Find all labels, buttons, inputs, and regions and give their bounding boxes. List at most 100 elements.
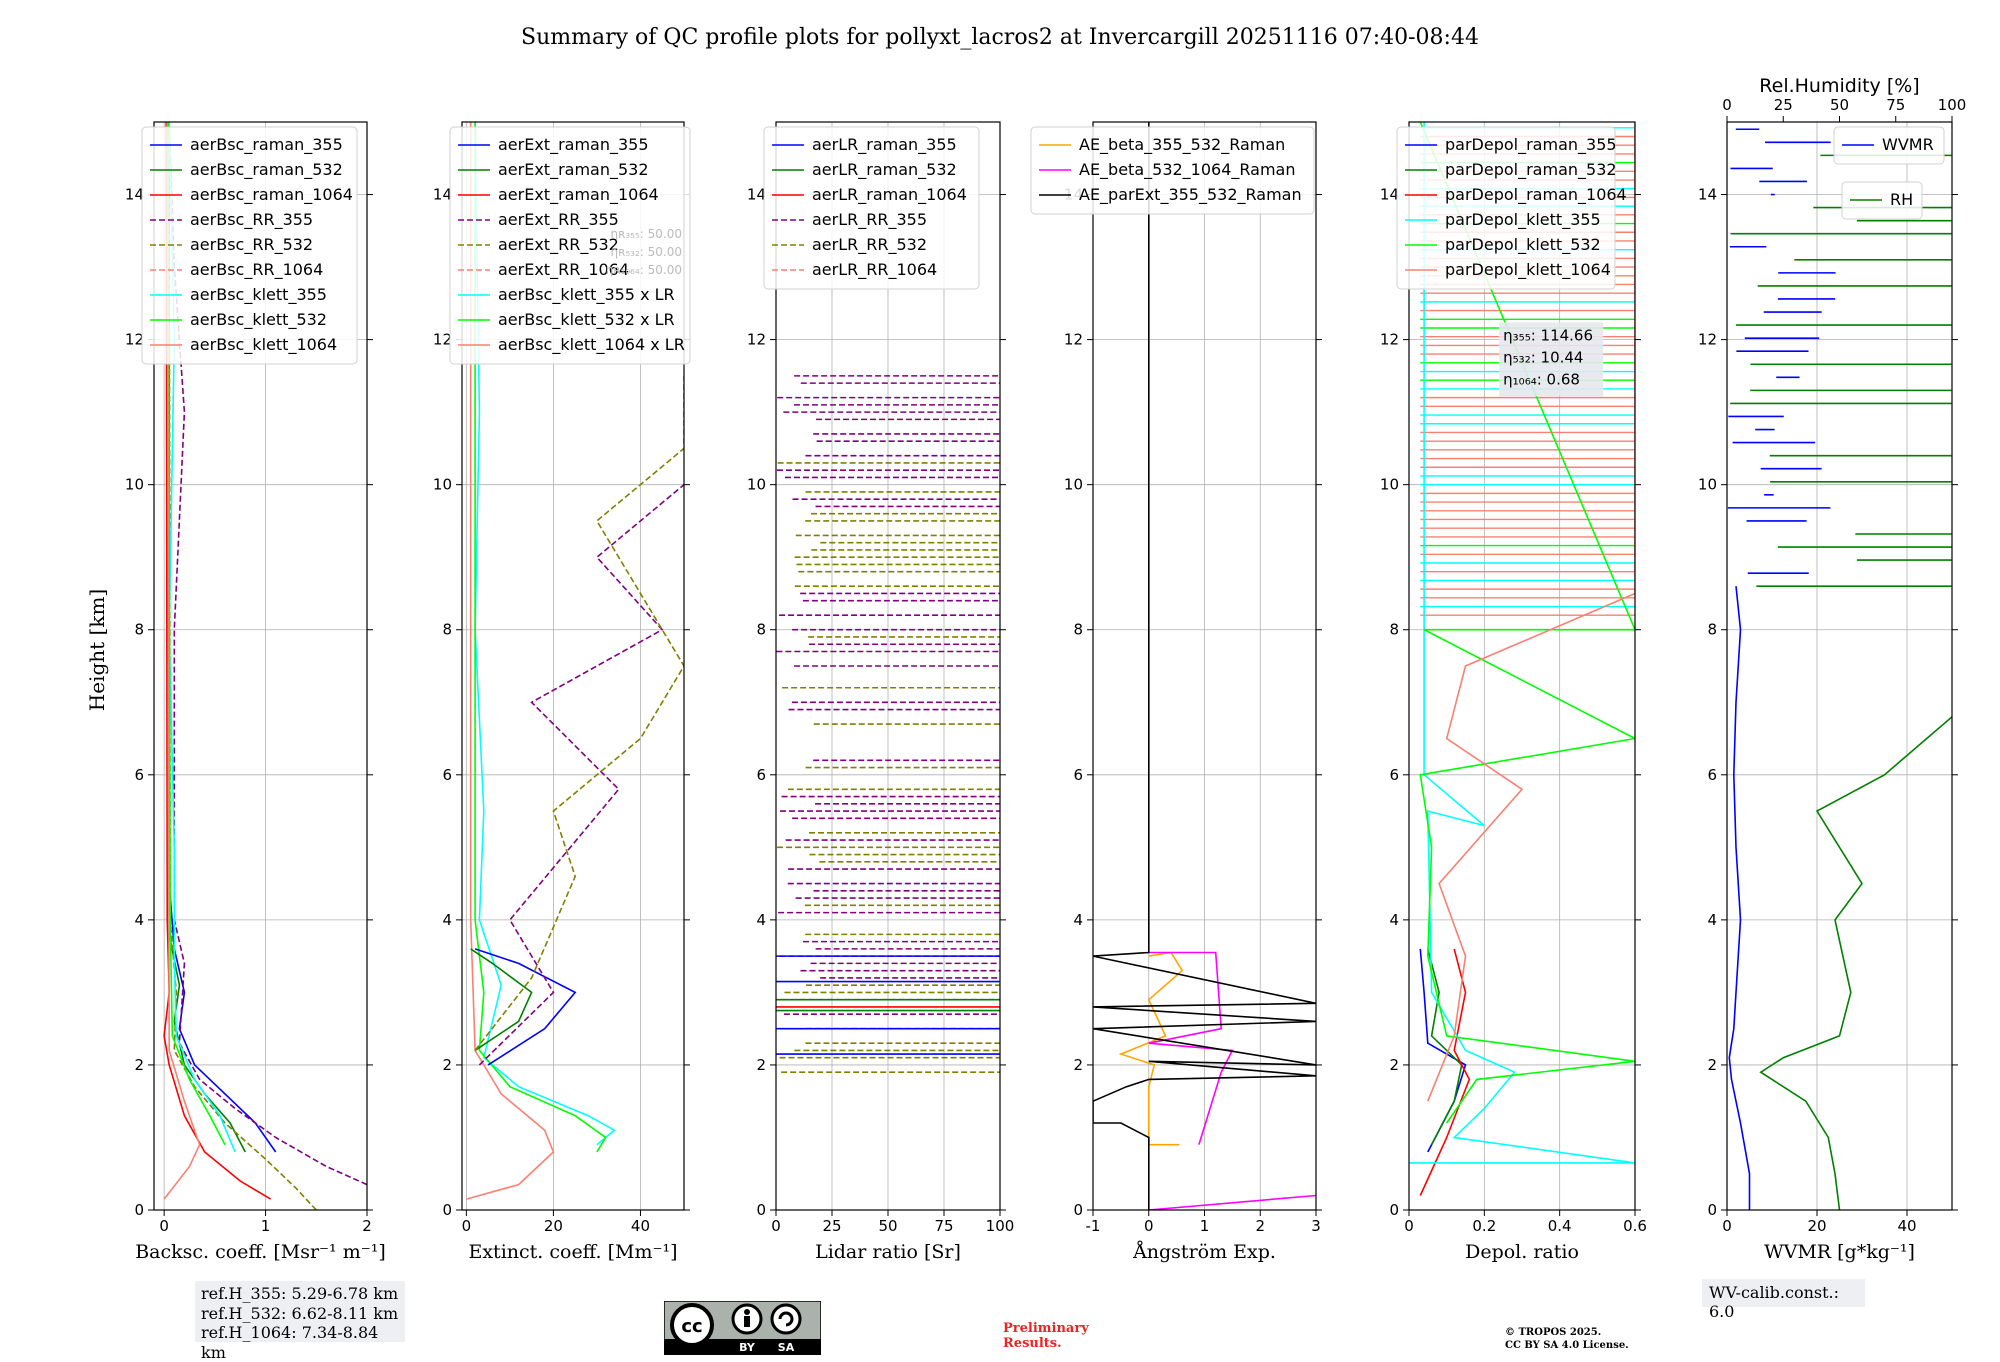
y-tick-label: 8	[134, 621, 144, 639]
legend-label: aerBsc_klett_1064	[190, 335, 337, 355]
legend-box	[449, 126, 691, 365]
legend-lr: aerLR_raman_355 aerLR_raman_532 aerLR_rama…	[763, 126, 980, 290]
series-aerBsc_RR_355	[168, 122, 367, 1186]
x-tick-label: 40	[631, 1217, 650, 1235]
y-tick-label: 2	[756, 1056, 766, 1074]
y-tick-label: 12	[1380, 331, 1399, 349]
legend-label: parDepol_raman_355	[1445, 135, 1617, 155]
top-tick-label: 75	[1886, 96, 1905, 114]
preliminary-line-2: Results.	[1003, 1336, 1062, 1351]
x-tick-label: 0	[159, 1217, 169, 1235]
panel-lr: 0 25 50 75 100 0 2 4 6 8 10 12 14 Lidar ratio [Sr] aer…	[747, 121, 1015, 1263]
y-tick-label: 6	[1073, 766, 1083, 784]
legend-label: aerExt_RR_355	[498, 210, 619, 230]
x-tick-label: 50	[878, 1217, 897, 1235]
legend-label: aerExt_RR_1064	[498, 260, 629, 280]
share-alike-icon	[770, 1303, 802, 1335]
x-tick-label: 75	[934, 1217, 953, 1235]
series-aerBsc_klett_355	[168, 122, 236, 1153]
reference-heights-box: ref.H_355: 5.29-6.78 km ref.H_532: 6.62-…	[195, 1281, 405, 1362]
legend-label: WVMR	[1882, 135, 1934, 154]
legend-label: aerExt_raman_355	[498, 135, 649, 155]
legend-label: aerLR_raman_1064	[812, 185, 967, 205]
series-aerBsc_RR_532	[168, 122, 317, 1210]
y-tick-label: 14	[125, 186, 144, 204]
series-aerExt_raman_355	[474, 948, 577, 1066]
y-tick-label: 0	[442, 1201, 452, 1219]
y-tick-label: 0	[1707, 1201, 1717, 1219]
legend-label: aerBsc_klett_355 x LR	[498, 285, 675, 305]
wv-calibration-text: WV-calib.const.: 6.0	[1709, 1283, 1840, 1321]
y-tick-label: 8	[1389, 621, 1399, 639]
wv-calibration-box: WV-calib.const.: 6.0	[1702, 1279, 1865, 1321]
legend-label: aerLR_RR_1064	[812, 260, 937, 280]
y-tick-label: 10	[125, 476, 144, 494]
legend-label: AE_parExt_355_532_Raman	[1079, 185, 1302, 205]
y-tick-label: 10	[433, 476, 452, 494]
lidar-ratio-note: ηʀ₁₀₆₄: 50.00	[606, 263, 682, 277]
legend-box	[763, 126, 980, 290]
y-tick-label: 10	[1064, 476, 1083, 494]
sa-label: SA	[778, 1341, 795, 1354]
y-tick-label: 14	[747, 186, 766, 204]
y-tick-label: 10	[1380, 476, 1399, 494]
legend-label: aerExt_RR_532	[498, 235, 619, 255]
top-tick-label: 25	[1774, 96, 1793, 114]
legend-label: parDepol_raman_1064	[1445, 185, 1627, 205]
plot-area-lr	[776, 375, 1000, 1073]
series-aerExt_RR_355	[478, 484, 684, 1066]
cc-license-badge: cc BY SA	[663, 1300, 822, 1356]
series-aerBsc_klett_1064	[163, 122, 201, 1200]
y-tick-label: 2	[134, 1056, 144, 1074]
legend-label: AE_beta_532_1064_Raman	[1079, 160, 1296, 180]
y-tick-label: 6	[1707, 766, 1717, 784]
y-tick-label: 14	[433, 186, 452, 204]
series-aerExt_RR_532	[474, 375, 684, 1051]
legend-ae: AE_beta_355_532_Raman AE_beta_532_1064_Ra…	[1030, 126, 1315, 215]
x-tick-label: 0	[1722, 1217, 1732, 1235]
y-tick-label: 12	[1064, 331, 1083, 349]
y-tick-label: 8	[1707, 621, 1717, 639]
x-tick-label: 0.6	[1623, 1217, 1647, 1235]
legend-label: aerLR_RR_532	[812, 235, 927, 255]
x-tick-label: 0	[462, 1217, 472, 1235]
plot-area-ae	[1093, 122, 1316, 1210]
legend-box	[1030, 126, 1315, 215]
series-RH	[1759, 716, 1952, 1210]
plot-area-bsc	[163, 122, 367, 1210]
legend-label: aerBsc_raman_355	[190, 135, 343, 155]
figure-title: Summary of QC profile plots for pollyxt_…	[521, 25, 1479, 50]
legend-label: aerBsc_raman_1064	[190, 185, 353, 205]
copyright-note: © TROPOS 2025. CC BY SA 4.0 License.	[1505, 1326, 1629, 1352]
eta-box	[1499, 322, 1604, 397]
legend-bsc: aerBsc_raman_355 aerBsc_raman_532 aerBsc_r…	[141, 126, 358, 365]
ref-height-532: ref.H_532: 6.62-8.11 km	[201, 1303, 399, 1323]
y-tick-label: 2	[1073, 1056, 1083, 1074]
legend-box	[1833, 126, 1945, 165]
y-tick-label: 4	[442, 911, 452, 929]
x-axis-label: Lidar ratio [Sr]	[815, 1241, 961, 1263]
x-tick-label: -1	[1086, 1217, 1101, 1235]
series-parDepol_klett_1064	[1427, 122, 1635, 1102]
y-tick-label: 14	[1380, 186, 1399, 204]
legend-label: parDepol_klett_355	[1445, 210, 1601, 230]
y-tick-label: 6	[442, 766, 452, 784]
legend-ext: aerExt_raman_355 aerExt_raman_532 aerExt_r…	[449, 126, 691, 365]
series-aerBsc_klett_532 x LR	[474, 122, 607, 1153]
axes-frame	[153, 121, 368, 1211]
x-tick-label: 100	[986, 1217, 1015, 1235]
series-WVMR	[1728, 586, 1751, 1210]
copyright-line-2: CC BY SA 4.0 License.	[1505, 1340, 1629, 1351]
plot-area-ext	[466, 122, 684, 1200]
eta-label: η₁₀₆₄: 0.68	[1503, 370, 1580, 388]
y-tick-label: 4	[134, 911, 144, 929]
y-tick-label: 8	[1073, 621, 1083, 639]
series-parDepol_raman_1064	[1419, 948, 1471, 1196]
y-tick-label: 8	[756, 621, 766, 639]
y-tick-label: 14	[1698, 186, 1717, 204]
series-aerBsc_klett_532	[167, 122, 226, 1146]
axes-frame	[1408, 121, 1636, 1211]
legend-label: aerExt_raman_1064	[498, 185, 659, 205]
